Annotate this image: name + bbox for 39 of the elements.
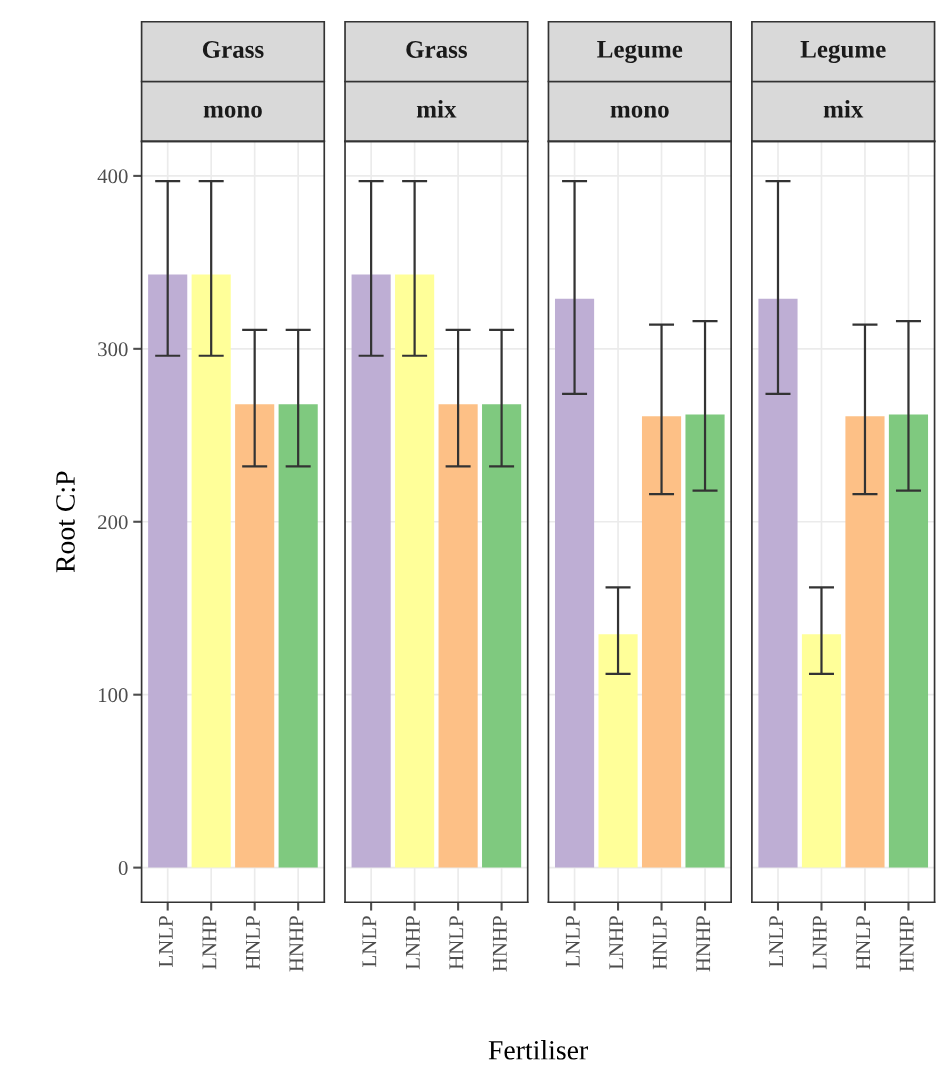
x-tick-label: HNLP — [652, 916, 667, 970]
chart-subtitle: mono — [610, 105, 669, 118]
y-tick-label: 0 — [118, 861, 128, 876]
x-tick-label: LNLP — [769, 916, 783, 967]
chart-title: Legume — [597, 41, 683, 63]
x-tick-label: LNHP — [609, 916, 624, 970]
x-tick-label: HNLP — [856, 916, 870, 970]
chart-title: Grass — [202, 41, 264, 58]
chart-title: Grass — [406, 41, 467, 58]
chart-subtitle: mix — [823, 100, 864, 118]
bar — [554, 298, 595, 868]
bar — [845, 416, 885, 868]
bar — [598, 634, 638, 868]
bar — [685, 414, 725, 868]
bar — [641, 416, 682, 868]
x-tick-label: HNLP — [449, 916, 464, 970]
x-axis-title: Fertiliser — [488, 1040, 588, 1060]
x-tick-label: LNHP — [202, 916, 217, 970]
x-tick-label: HNLP — [246, 916, 260, 970]
y-tick-label: 400 — [97, 169, 128, 184]
x-tick-label: HNHP — [899, 916, 914, 972]
chart-subtitle: mono — [203, 105, 262, 118]
x-tick-label: LNHP — [405, 916, 420, 970]
x-tick-label: LNHP — [812, 916, 827, 970]
y-axis-title: Root C:P — [56, 471, 75, 573]
x-tick-label: LNLP — [362, 916, 377, 967]
x-tick-label: HNHP — [289, 916, 304, 972]
x-tick-label: LNLP — [159, 916, 173, 967]
y-tick-label: 200 — [98, 515, 128, 530]
chart-subtitle: mix — [416, 100, 457, 118]
x-tick-label: HNHP — [492, 916, 507, 972]
y-tick-label: 300 — [98, 342, 128, 357]
x-tick-label: HNHP — [696, 916, 711, 972]
x-tick-label: LNLP — [565, 916, 580, 967]
y-tick-label: 100 — [98, 688, 128, 703]
bar — [888, 414, 929, 868]
chart-title: Legume — [800, 41, 886, 63]
bar — [758, 298, 798, 868]
bar — [801, 634, 842, 868]
